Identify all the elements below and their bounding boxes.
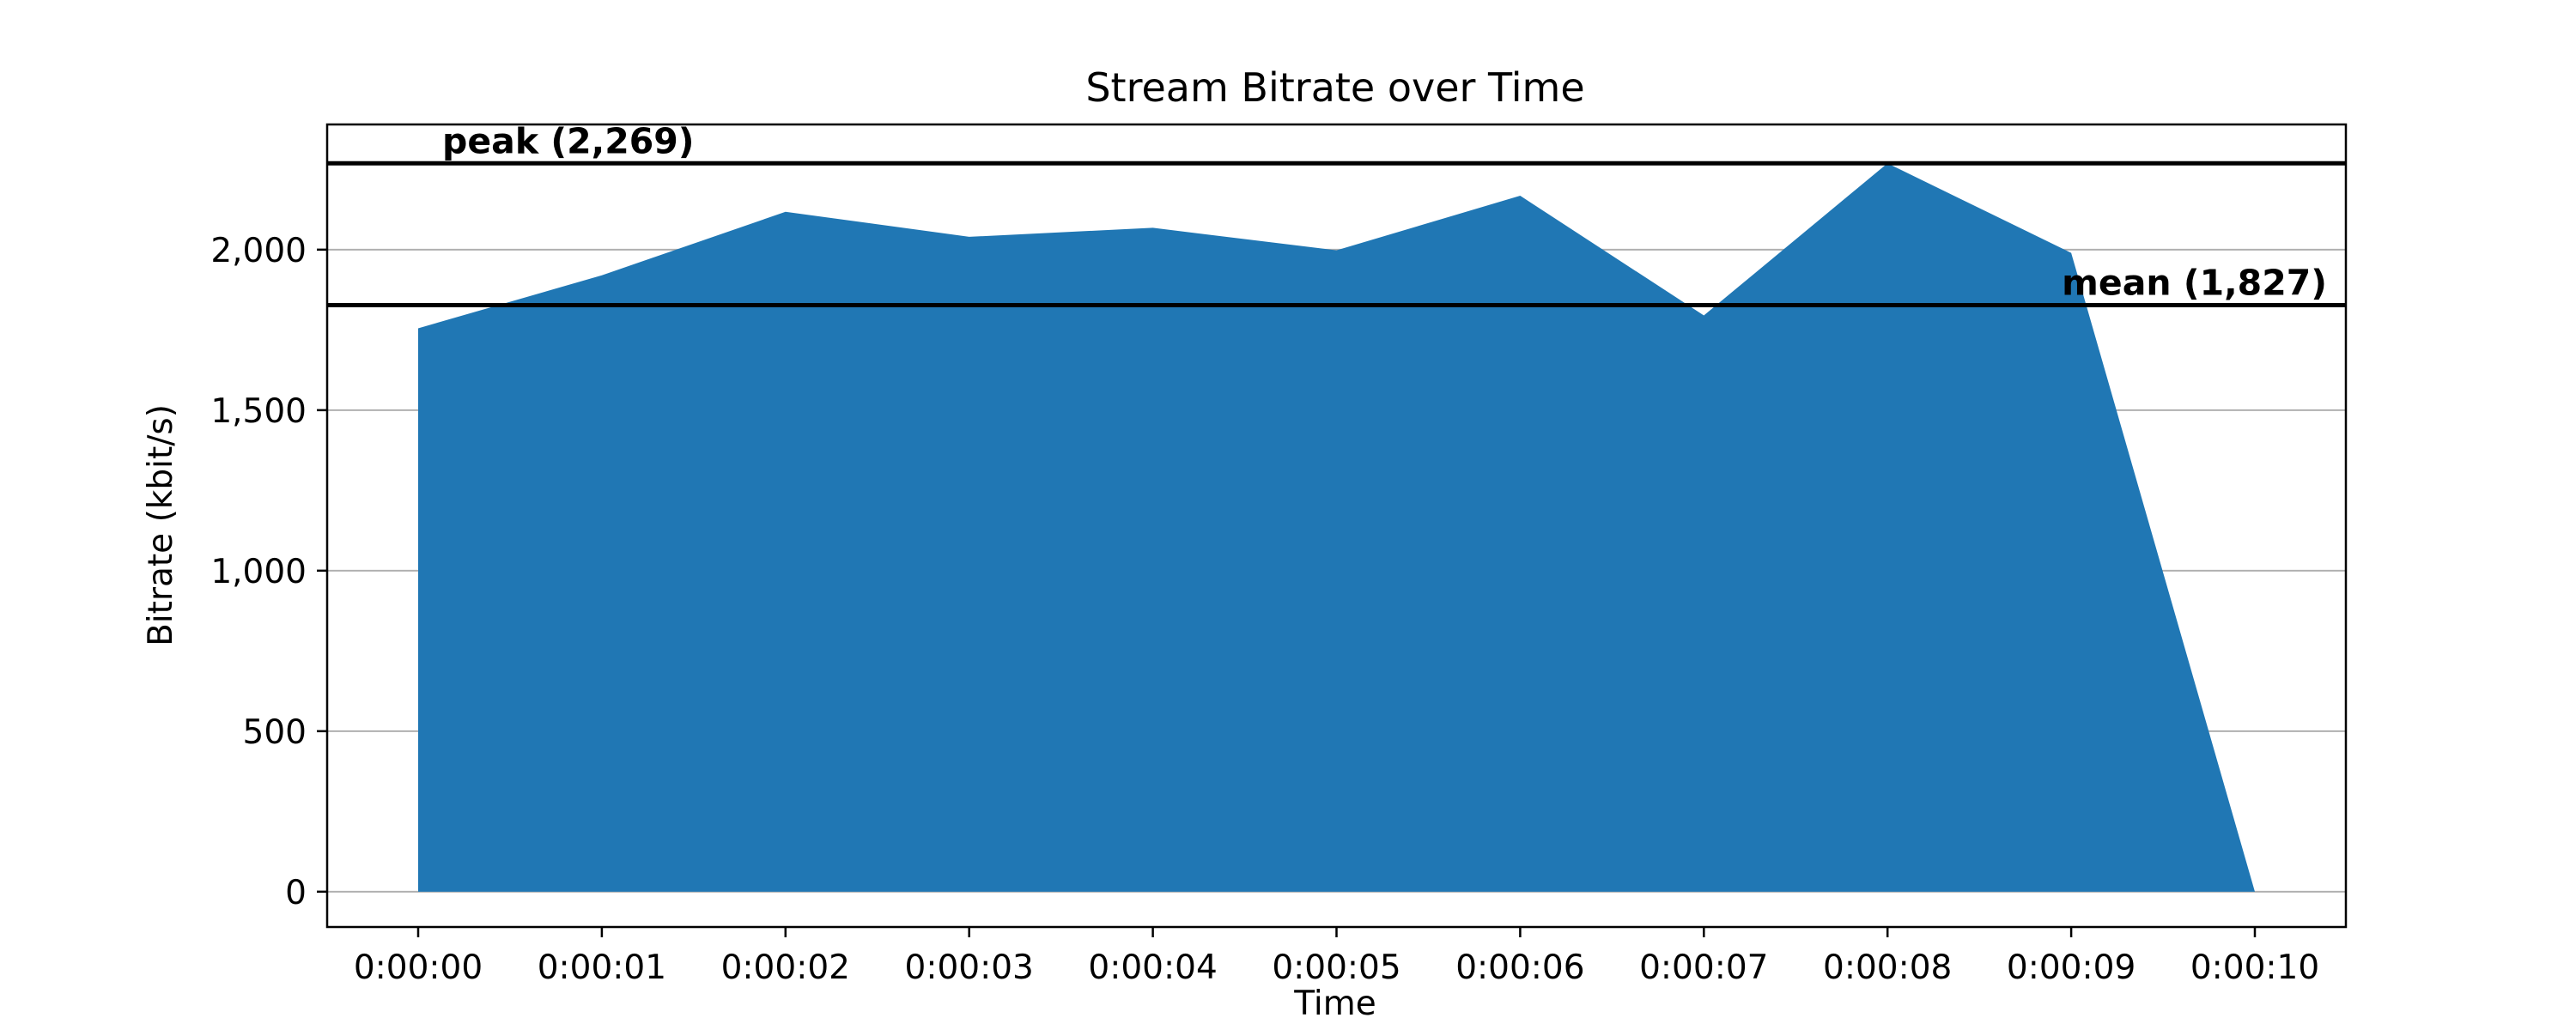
chart-title: Stream Bitrate over Time (1085, 64, 1584, 111)
y-tick-label: 2,000 (210, 232, 307, 270)
x-tick-label: 0:00:09 (2007, 948, 2136, 987)
x-axis-label: Time (1293, 985, 1376, 1023)
x-tick-label: 0:00:10 (2190, 948, 2319, 987)
reference-lines: peak (2,269) mean (1,827) (327, 120, 2346, 308)
x-tick-label: 0:00:05 (1272, 948, 1400, 987)
x-tick-label: 0:00:08 (1823, 948, 1952, 987)
y-axis-label: Bitrate (kbit/s) (142, 404, 180, 646)
x-tick-label: 0:00:06 (1455, 948, 1584, 987)
reference-line-label: mean (1,827) (2062, 263, 2327, 304)
x-tick-label: 0:00:02 (721, 948, 850, 987)
x-tick-label: 0:00:07 (1639, 948, 1768, 987)
y-tick-label: 500 (243, 713, 307, 752)
y-tick-label: 1,000 (210, 553, 307, 591)
x-tick-label: 0:00:03 (905, 948, 1034, 987)
x-tick-label: 0:00:01 (538, 948, 666, 987)
x-tick-label: 0:00:00 (354, 948, 483, 987)
y-axis-ticks: 0 500 1,000 1,500 2,000 (210, 232, 327, 912)
y-tick-label: 0 (285, 874, 307, 912)
x-tick-label: 0:00:04 (1088, 948, 1217, 987)
reference-line-label: peak (2,269) (442, 120, 695, 161)
bitrate-area (418, 163, 2255, 892)
y-tick-label: 1,500 (210, 392, 307, 431)
x-axis-ticks: 0:00:00 0:00:01 0:00:02 0:00:03 0:00:04 0:00:… (354, 927, 2319, 987)
